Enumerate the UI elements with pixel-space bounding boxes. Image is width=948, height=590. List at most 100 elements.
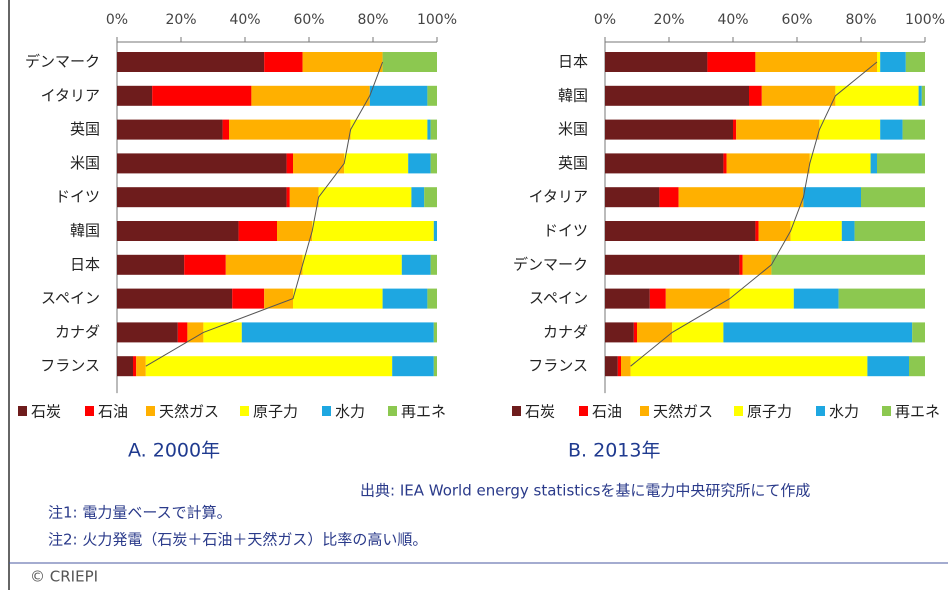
bar-segment: [117, 52, 265, 72]
bar-segment: [344, 153, 409, 174]
bar-segment: [117, 187, 287, 208]
bar-segment: [430, 119, 437, 140]
bar-segment: [921, 85, 925, 106]
bar-segment: [411, 187, 425, 208]
bar-segment: [867, 356, 909, 377]
bar-segment: [723, 153, 727, 174]
x-tick-label: 80%: [357, 12, 388, 28]
bar-segment: [755, 221, 759, 241]
category-label: ドイツ: [55, 188, 100, 206]
bar-segment: [905, 52, 925, 72]
bar-segment: [819, 119, 881, 140]
x-tick-label: 60%: [293, 12, 324, 28]
bar-segment: [605, 153, 724, 174]
category-label: イタリア: [529, 188, 588, 206]
category-label: 英国: [558, 154, 588, 172]
bar-segment: [133, 356, 137, 377]
bar-segment: [424, 187, 437, 208]
x-tick-label: 20%: [653, 12, 684, 28]
legend-label: 再エネ: [895, 403, 940, 421]
bar-segment: [136, 356, 146, 377]
bar-segment: [605, 52, 708, 72]
category-label: 米国: [70, 154, 100, 172]
legend-swatch: [640, 406, 649, 416]
category-label: デンマーク: [513, 255, 588, 273]
legend-swatch: [734, 406, 743, 416]
bar-segment: [755, 52, 877, 72]
bar-segment: [605, 288, 650, 309]
bar-segment: [241, 322, 434, 343]
bar-segment: [187, 322, 204, 343]
legend-swatch: [579, 406, 588, 416]
category-label: 韓国: [558, 86, 588, 104]
bar-segment: [229, 119, 351, 140]
category-label: フランス: [528, 357, 588, 375]
legend-swatch: [240, 406, 249, 416]
bar-segment: [117, 322, 178, 343]
legend-label: 天然ガス: [653, 403, 713, 421]
bar-segment: [430, 254, 437, 275]
bar-segment: [222, 119, 229, 140]
bar-segment: [758, 221, 791, 241]
bar-segment: [232, 288, 265, 309]
bar-segment: [605, 322, 634, 343]
bar-segment: [809, 153, 871, 174]
bar-segment: [203, 322, 242, 343]
copyright: © CRIEPI: [30, 568, 98, 586]
bar-segment: [659, 187, 679, 208]
bar-segment: [427, 288, 437, 309]
category-label: 英国: [70, 120, 100, 138]
note: 注1: 電力量ベースで計算。: [48, 504, 232, 522]
bar-segment: [637, 322, 673, 343]
bar-segment: [793, 288, 839, 309]
thermal-total-line: [145, 61, 384, 367]
bar-segment: [909, 356, 925, 377]
bar-segment: [152, 85, 252, 106]
bar-segment: [117, 221, 239, 241]
legend-label: 石油: [592, 403, 622, 421]
category-label: 日本: [558, 53, 588, 71]
bar-segment: [427, 119, 431, 140]
bar-segment: [678, 187, 804, 208]
legend-swatch: [322, 406, 331, 416]
category-label: 日本: [70, 255, 100, 273]
bar-segment: [605, 187, 660, 208]
category-label: フランス: [40, 357, 100, 375]
category-label: スペイン: [529, 289, 588, 307]
bar-segment: [854, 221, 925, 241]
bar-segment: [318, 187, 412, 208]
source: 出典: IEA World energy statisticsを基に電力中央研究…: [360, 482, 810, 500]
bar-segment: [617, 356, 621, 377]
bar-segment: [605, 254, 740, 275]
legend-label: 再エネ: [401, 403, 446, 421]
bar-segment: [912, 322, 925, 343]
bar-segment: [286, 153, 293, 174]
bar-segment: [382, 288, 428, 309]
bar-segment: [633, 322, 637, 343]
chart-title: A. 2000年: [128, 440, 220, 462]
x-tick-label: 80%: [845, 12, 876, 28]
legend-swatch: [512, 406, 521, 416]
legend-label: 石油: [98, 403, 128, 421]
category-label: ドイツ: [543, 222, 588, 240]
bar-segment: [225, 254, 303, 275]
bar-segment: [649, 288, 666, 309]
bar-segment: [392, 356, 434, 377]
bar-segment: [803, 187, 861, 208]
category-label: 米国: [558, 120, 588, 138]
legend-label: 水力: [829, 403, 859, 421]
bar-segment: [145, 356, 393, 377]
bar-segment: [707, 52, 756, 72]
bar-segment: [117, 119, 223, 140]
bar-segment: [729, 288, 794, 309]
legend-swatch: [816, 406, 825, 416]
bar-segment: [621, 356, 631, 377]
bar-segment: [761, 85, 836, 106]
legend-swatch: [882, 406, 891, 416]
bar-segment: [293, 153, 345, 174]
bar-segment: [726, 153, 810, 174]
bar-segment: [117, 254, 185, 275]
legend-label: 石炭: [31, 403, 61, 421]
category-label: イタリア: [41, 86, 100, 104]
bar-segment: [838, 288, 925, 309]
